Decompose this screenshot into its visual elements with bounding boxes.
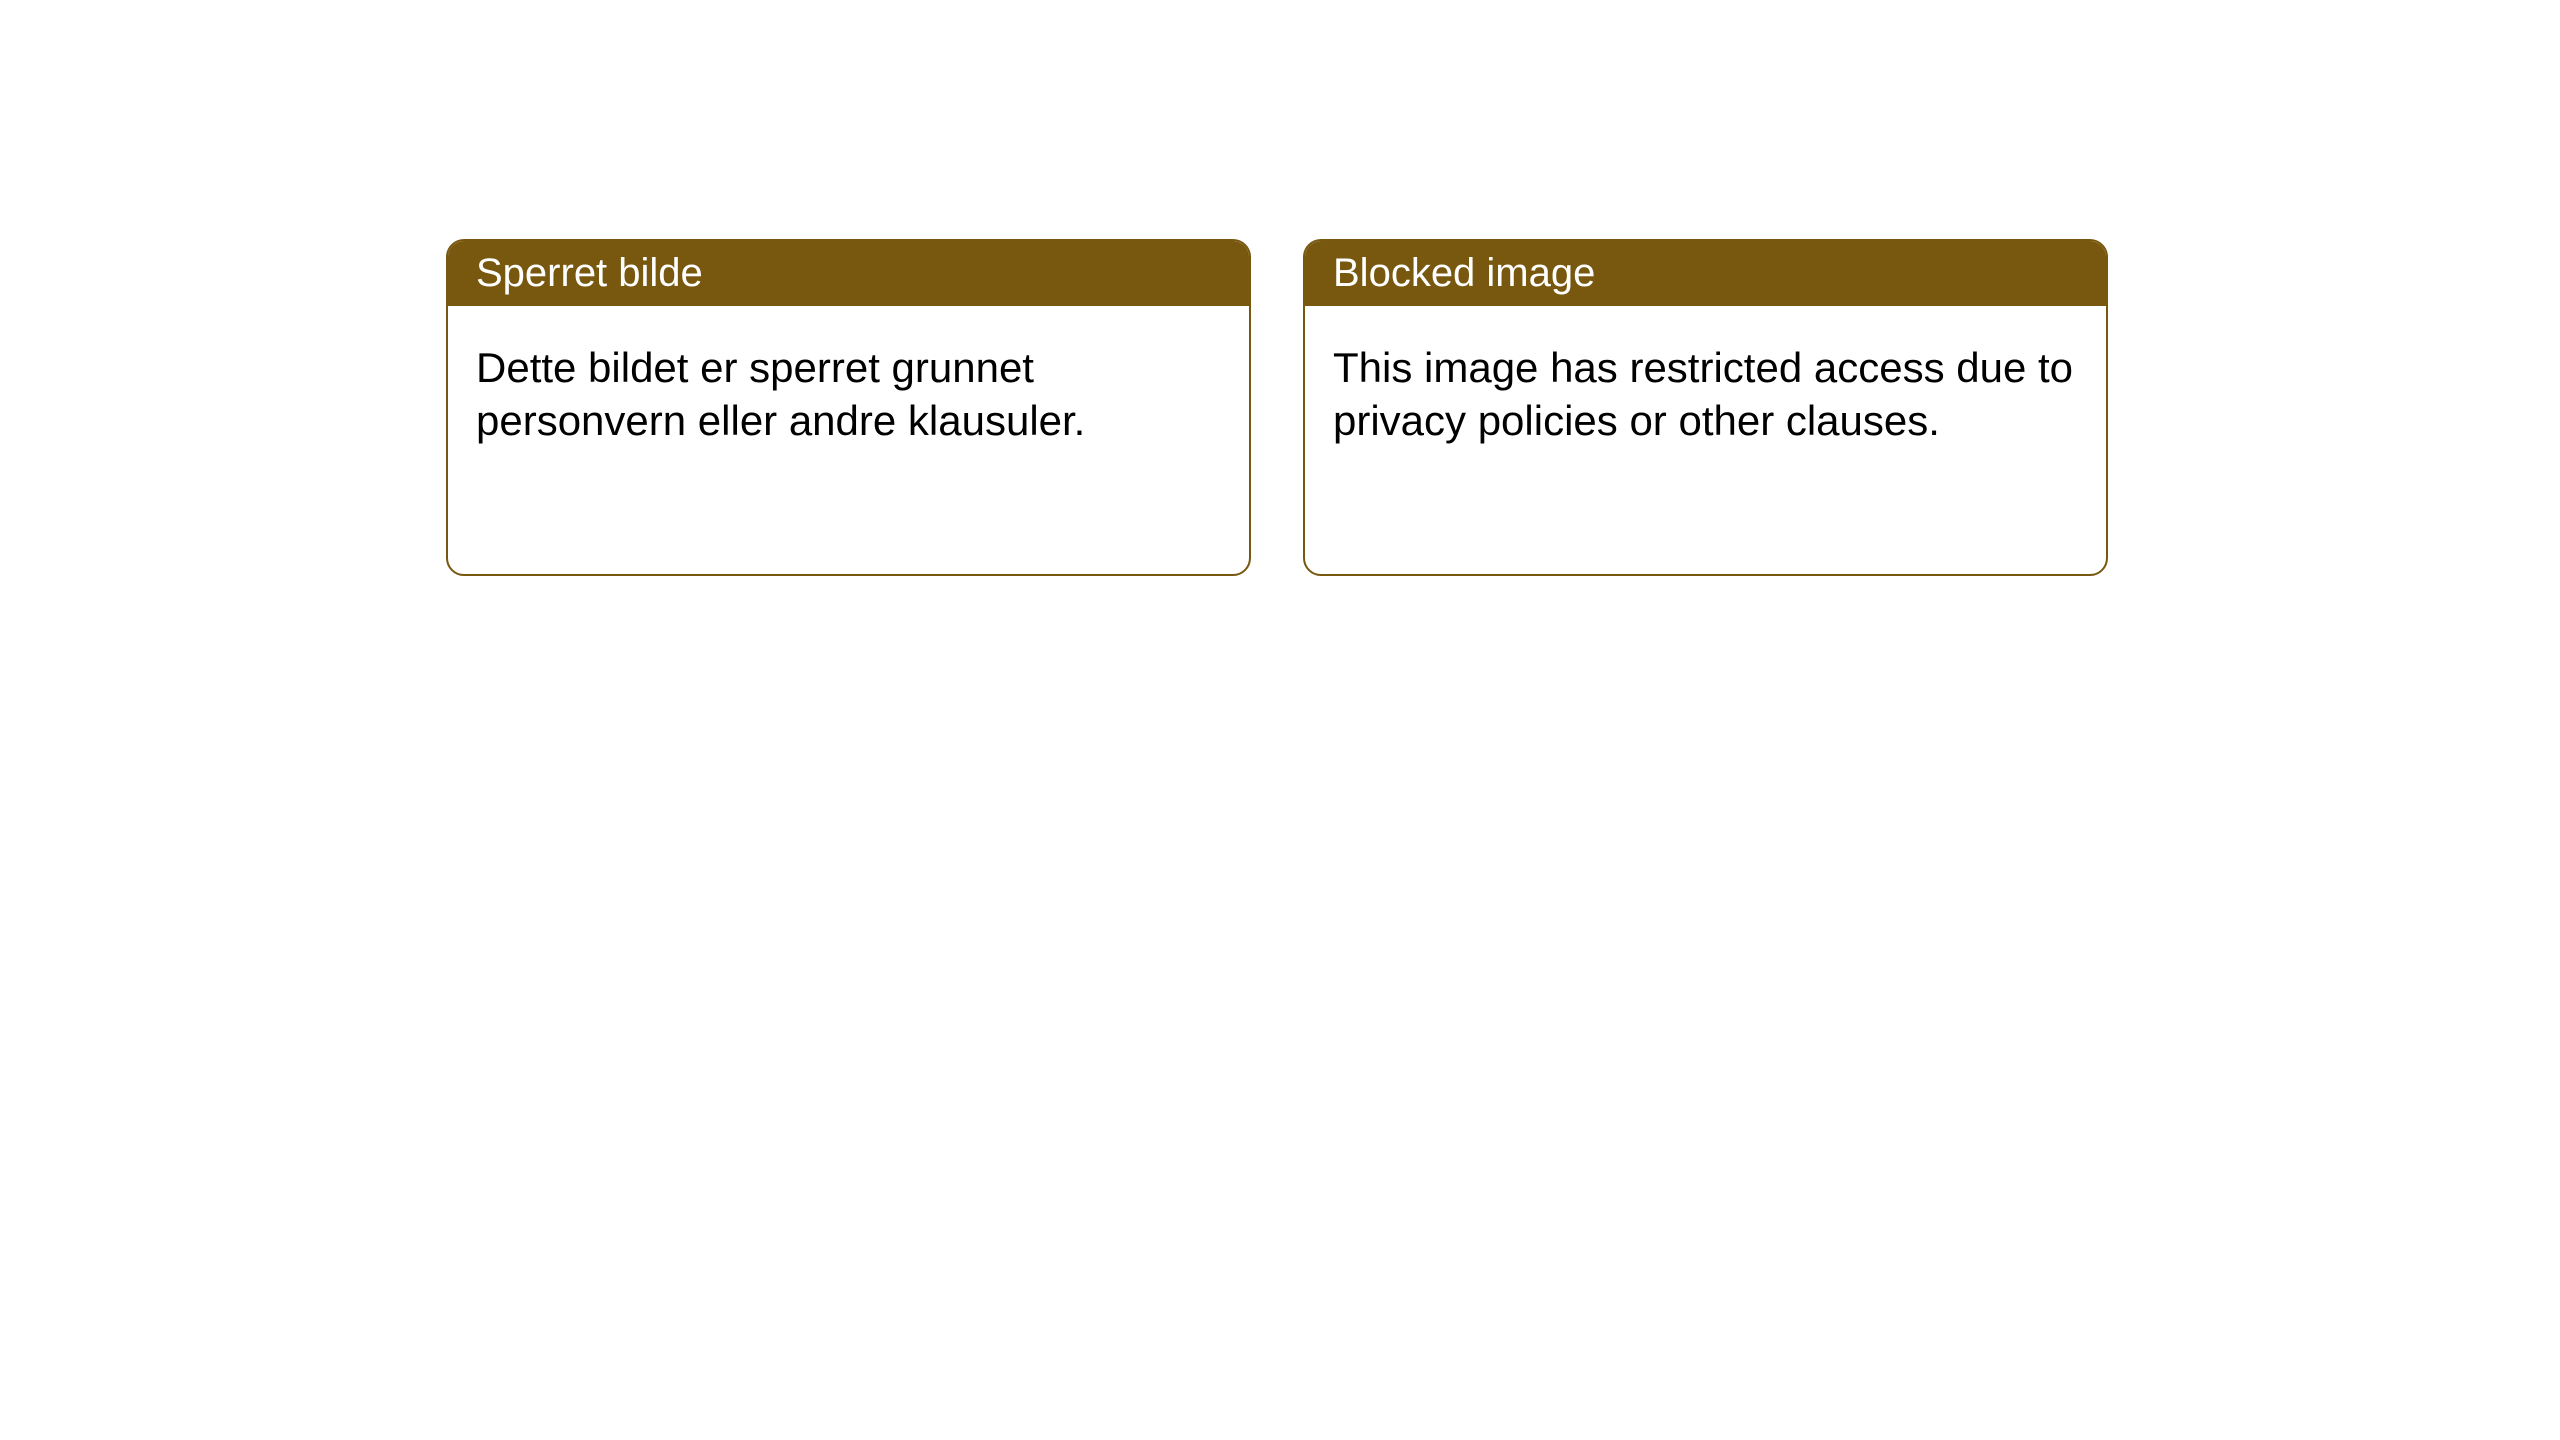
notices-container: Sperret bilde Dette bildet er sperret gr… (0, 0, 2560, 576)
notice-header-english: Blocked image (1305, 241, 2106, 306)
notice-body-norwegian: Dette bildet er sperret grunnet personve… (448, 306, 1249, 483)
notice-body-english: This image has restricted access due to … (1305, 306, 2106, 483)
notice-header-norwegian: Sperret bilde (448, 241, 1249, 306)
notice-card-english: Blocked image This image has restricted … (1303, 239, 2108, 576)
notice-card-norwegian: Sperret bilde Dette bildet er sperret gr… (446, 239, 1251, 576)
